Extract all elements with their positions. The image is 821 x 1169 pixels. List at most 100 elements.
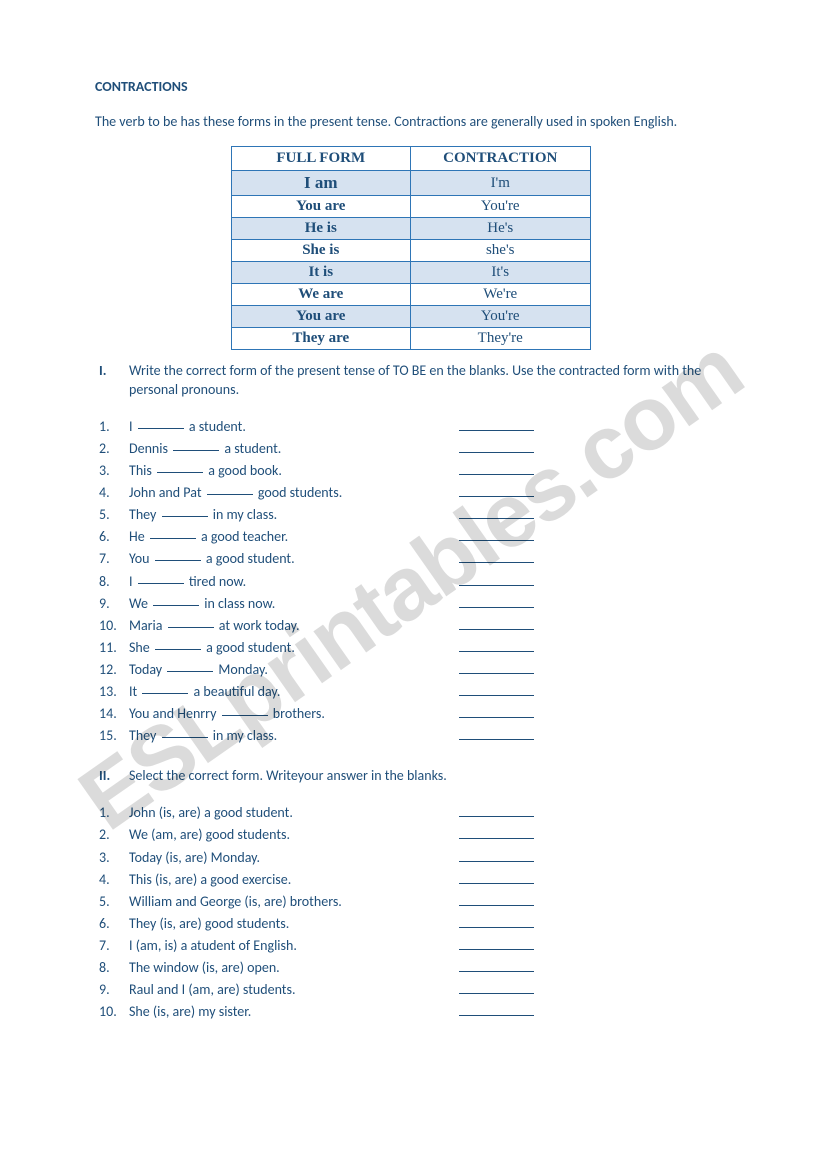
answer-blank[interactable]	[459, 861, 534, 862]
list-item: 2.Dennis a student.	[95, 438, 726, 460]
item-sentence: I tired now.	[129, 571, 459, 593]
item-number: 13.	[95, 681, 129, 703]
answer-blank[interactable]	[459, 629, 534, 630]
contraction-cell: You're	[411, 306, 591, 328]
fill-blank[interactable]	[153, 605, 199, 606]
list-item: 9.We in class now.	[95, 593, 726, 615]
list-item: 2.We (am, are) good students.	[95, 824, 726, 846]
item-number: 15.	[95, 725, 129, 747]
contractions-table: FULL FORM CONTRACTION I amI'mYou areYou'…	[231, 146, 591, 350]
answer-blank[interactable]	[459, 651, 534, 652]
list-item: 8.I tired now.	[95, 571, 726, 593]
contraction-cell: she's	[411, 240, 591, 262]
answer-blank[interactable]	[459, 838, 534, 839]
item-sentence: It a beautiful day.	[129, 681, 459, 703]
fill-blank[interactable]	[138, 428, 184, 429]
fill-blank[interactable]	[167, 671, 213, 672]
fill-blank[interactable]	[173, 450, 219, 451]
list-item: 15.They in my class.	[95, 725, 726, 747]
table-row: He isHe's	[231, 218, 590, 240]
list-item: 10.Maria at work today.	[95, 615, 726, 637]
item-number: 2.	[95, 438, 129, 460]
list-item: 14.You and Henrry brothers.	[95, 703, 726, 725]
answer-blank[interactable]	[459, 905, 534, 906]
answer-blank[interactable]	[459, 927, 534, 928]
answer-blank[interactable]	[459, 496, 534, 497]
answer-blank[interactable]	[459, 883, 534, 884]
fill-blank[interactable]	[162, 737, 208, 738]
full-form-cell: We are	[231, 284, 411, 306]
table-row: They areThey're	[231, 328, 590, 350]
list-item: 13.It a beautiful day.	[95, 681, 726, 703]
item-number: 6.	[95, 526, 129, 548]
section-2-header: II. Select the correct form. Writeyour a…	[95, 767, 726, 786]
item-number: 1.	[95, 802, 129, 824]
answer-blank[interactable]	[459, 673, 534, 674]
answer-blank[interactable]	[459, 816, 534, 817]
section-2-text: Select the correct form. Writeyour answe…	[129, 767, 726, 786]
item-number: 8.	[95, 571, 129, 593]
item-number: 5.	[95, 504, 129, 526]
answer-blank[interactable]	[459, 518, 534, 519]
item-sentence: We (am, are) good students.	[129, 824, 459, 846]
table-row: We areWe're	[231, 284, 590, 306]
section-1-header: I. Write the correct form of the present…	[95, 362, 726, 400]
item-sentence: He a good teacher.	[129, 526, 459, 548]
table-row: You areYou're	[231, 196, 590, 218]
item-number: 14.	[95, 703, 129, 725]
item-number: 1.	[95, 416, 129, 438]
answer-blank[interactable]	[459, 562, 534, 563]
list-item: 5.They in my class.	[95, 504, 726, 526]
list-item: 9.Raul and I (am, are) students.	[95, 979, 726, 1001]
item-number: 3.	[95, 847, 129, 869]
fill-blank[interactable]	[222, 715, 268, 716]
contraction-cell: It's	[411, 262, 591, 284]
item-sentence: I a student.	[129, 416, 459, 438]
list-item: 6.They (is, are) good students.	[95, 913, 726, 935]
answer-blank[interactable]	[459, 949, 534, 950]
list-item: 7.You a good student.	[95, 548, 726, 570]
full-form-cell: They are	[231, 328, 411, 350]
list-item: 1.I a student.	[95, 416, 726, 438]
fill-blank[interactable]	[157, 472, 203, 473]
answer-blank[interactable]	[459, 993, 534, 994]
list-item: 10.She (is, are) my sister.	[95, 1001, 726, 1023]
answer-blank[interactable]	[459, 540, 534, 541]
answer-blank[interactable]	[459, 717, 534, 718]
fill-blank[interactable]	[155, 649, 201, 650]
answer-blank[interactable]	[459, 452, 534, 453]
table-header-contraction: CONTRACTION	[411, 147, 591, 171]
fill-blank[interactable]	[142, 693, 188, 694]
contraction-cell: He's	[411, 218, 591, 240]
answer-blank[interactable]	[459, 971, 534, 972]
item-sentence: The window (is, are) open.	[129, 957, 459, 979]
fill-blank[interactable]	[150, 538, 196, 539]
item-number: 9.	[95, 979, 129, 1001]
fill-blank[interactable]	[155, 560, 201, 561]
item-number: 5.	[95, 891, 129, 913]
list-item: 12.Today Monday.	[95, 659, 726, 681]
answer-blank[interactable]	[459, 739, 534, 740]
answer-blank[interactable]	[459, 607, 534, 608]
section-1-num: I.	[95, 362, 129, 400]
answer-blank[interactable]	[459, 474, 534, 475]
table-row: You areYou're	[231, 306, 590, 328]
fill-blank[interactable]	[168, 627, 214, 628]
list-item: 11.She a good student.	[95, 637, 726, 659]
answer-blank[interactable]	[459, 1015, 534, 1016]
item-sentence: John and Pat good students.	[129, 482, 459, 504]
table-row: She isshe's	[231, 240, 590, 262]
answer-blank[interactable]	[459, 430, 534, 431]
exercise-2-list: 1.John (is, are) a good student.2.We (am…	[95, 802, 726, 1023]
intro-text: The verb to be has these forms in the pr…	[95, 113, 726, 130]
fill-blank[interactable]	[138, 583, 184, 584]
item-sentence: Today (is, are) Monday.	[129, 847, 459, 869]
item-number: 7.	[95, 548, 129, 570]
fill-blank[interactable]	[207, 494, 253, 495]
fill-blank[interactable]	[162, 516, 208, 517]
answer-blank[interactable]	[459, 695, 534, 696]
answer-blank[interactable]	[459, 585, 534, 586]
item-number: 8.	[95, 957, 129, 979]
item-sentence: Maria at work today.	[129, 615, 459, 637]
item-sentence: They in my class.	[129, 504, 459, 526]
